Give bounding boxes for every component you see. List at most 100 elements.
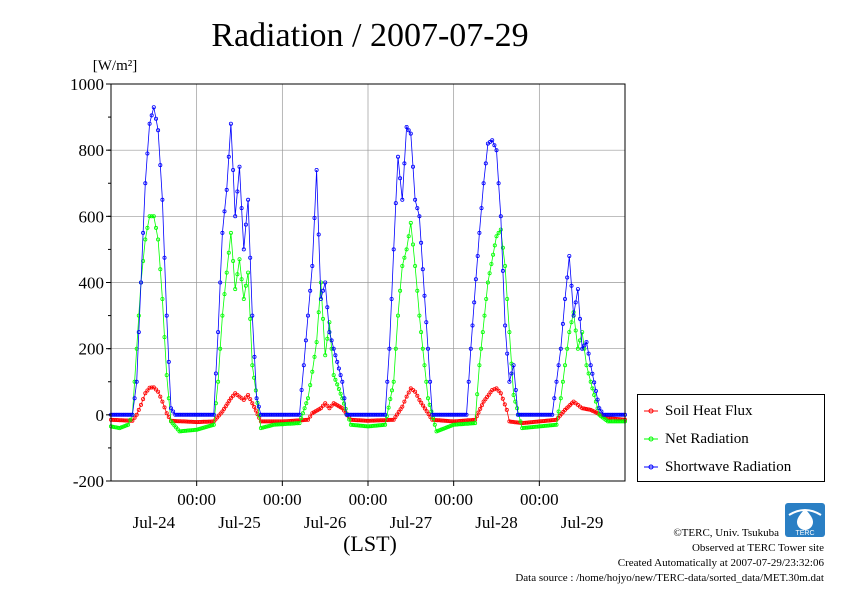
data-point [117, 418, 122, 423]
data-point [556, 409, 561, 414]
data-point [134, 379, 139, 384]
data-point [550, 412, 555, 417]
data-point [260, 425, 265, 430]
data-point [417, 313, 422, 318]
data-point [494, 148, 499, 153]
data-point [222, 406, 227, 411]
data-point [143, 181, 148, 186]
data-point [498, 214, 503, 219]
data-point [554, 422, 559, 427]
data-point [340, 396, 345, 401]
data-point [224, 187, 229, 192]
x-tick-time-label: 00:00 [263, 490, 302, 509]
data-point [421, 403, 426, 408]
data-point [509, 419, 514, 424]
data-point [158, 163, 163, 168]
created-text: Created Automatically at 2007-07-29/23:3… [617, 557, 824, 569]
data-point [448, 419, 453, 424]
data-point [318, 280, 323, 285]
data-point [220, 230, 225, 235]
data-point [216, 379, 221, 384]
data-point [130, 418, 135, 423]
data-point [514, 420, 519, 425]
data-point [132, 415, 137, 420]
data-point [335, 382, 340, 387]
data-point [420, 346, 425, 351]
data-point [199, 426, 204, 431]
data-point [147, 385, 152, 390]
data-point [141, 230, 146, 235]
x-date-label: Jul-24 [133, 513, 176, 532]
data-point [158, 267, 163, 272]
data-point [308, 414, 313, 419]
data-point [415, 206, 420, 211]
data-point [373, 418, 378, 423]
data-point [138, 280, 143, 285]
data-point [336, 366, 341, 371]
x-date-label: Jul-27 [390, 513, 433, 532]
legend-swatch-shortwave [644, 461, 658, 473]
data-point [387, 346, 392, 351]
data-point [132, 396, 137, 401]
data-point [231, 167, 236, 172]
x-tick-time-label: 00:00 [177, 490, 216, 509]
data-point [341, 401, 346, 406]
data-point [210, 419, 215, 424]
data-point [316, 232, 321, 237]
data-point [402, 255, 407, 260]
data-point [216, 330, 221, 335]
data-point [147, 214, 152, 219]
data-point [323, 353, 328, 358]
data-point [233, 214, 238, 219]
data-point [228, 396, 233, 401]
data-point [149, 113, 154, 118]
data-point [301, 363, 306, 368]
data-point [475, 253, 480, 258]
data-point [494, 386, 499, 391]
data-point [290, 421, 295, 426]
data-point [504, 407, 509, 412]
data-point [565, 346, 570, 351]
data-point [329, 338, 334, 343]
data-point [134, 412, 139, 417]
data-point [433, 418, 438, 423]
data-point [143, 391, 148, 396]
legend-item-net-radiation: Net Radiation [644, 429, 749, 449]
data-point [224, 270, 229, 275]
data-point [201, 425, 206, 430]
data-point [130, 412, 135, 417]
data-point [477, 363, 482, 368]
data-point [237, 164, 242, 169]
data-point [248, 255, 253, 260]
data-point [378, 418, 383, 423]
data-point [299, 387, 304, 392]
data-point [280, 422, 285, 427]
data-point [318, 296, 323, 301]
data-point [128, 417, 133, 422]
data-point [241, 247, 246, 252]
y-tick-label: 0 [96, 406, 105, 425]
data-point [284, 421, 289, 426]
data-point [308, 383, 313, 388]
data-point [295, 412, 300, 417]
data-point [400, 197, 405, 202]
data-point [484, 296, 489, 301]
data-point [532, 412, 537, 417]
data-point [569, 320, 574, 325]
data-point [442, 418, 447, 423]
data-point [302, 417, 307, 422]
data-point [235, 189, 240, 194]
data-point [573, 328, 578, 333]
data-point [331, 373, 336, 378]
data-point [178, 419, 183, 424]
data-point [327, 406, 332, 411]
data-point [476, 410, 481, 415]
data-point [376, 418, 381, 423]
data-point [552, 396, 557, 401]
data-point [479, 206, 484, 211]
data-point [243, 283, 248, 288]
data-point [404, 125, 409, 130]
data-point [318, 406, 323, 411]
data-point [171, 409, 176, 414]
data-point [250, 363, 255, 368]
